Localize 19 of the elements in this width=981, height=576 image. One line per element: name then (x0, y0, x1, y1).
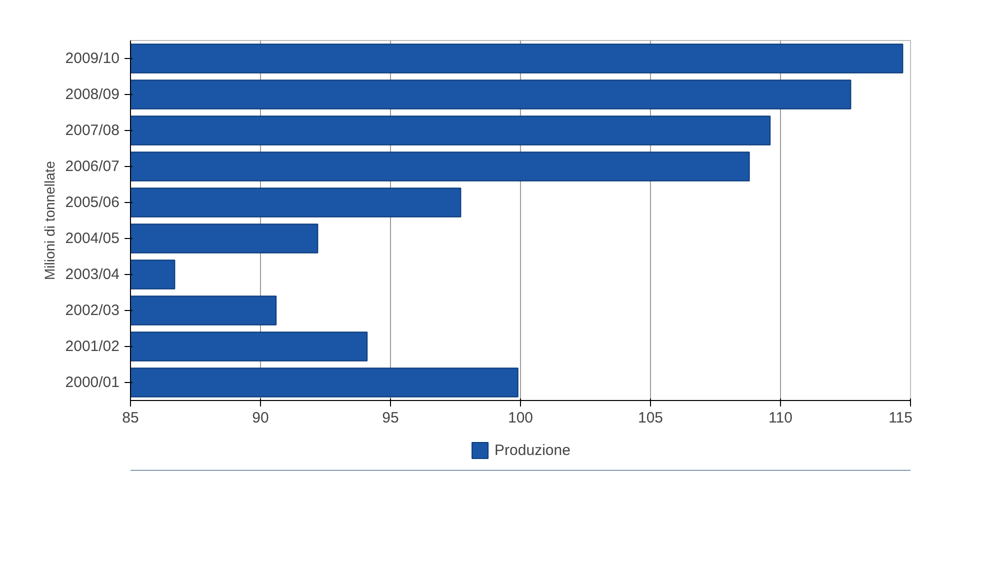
x-tick-label: 85 (122, 410, 139, 426)
y-tick-label: 2005/06 (65, 194, 120, 211)
x-tick-label: 95 (382, 410, 399, 426)
x-tick-label: 110 (768, 410, 792, 426)
x-tick-label: 115 (888, 410, 913, 426)
y-tick-label: 2002/03 (65, 302, 120, 319)
x-tick-label: 90 (252, 410, 269, 426)
legend-label: Produzione (494, 442, 570, 458)
y-tick-label: 2008/09 (65, 86, 120, 103)
y-tick-label: 2007/08 (65, 122, 120, 139)
y-tick-label: 2004/05 (65, 230, 120, 247)
y-axis-title: Milioni di tonnellate (41, 160, 58, 280)
y-tick-label: 2006/07 (65, 158, 120, 175)
y-tick-label: 2001/02 (65, 338, 120, 355)
x-tick-label: 105 (638, 410, 664, 426)
y-tick-label: 2003/04 (65, 266, 120, 283)
y-tick-label: 2009/10 (65, 50, 120, 67)
x-tick-label: 100 (508, 410, 534, 426)
y-tick-label: 2000/01 (65, 374, 120, 391)
